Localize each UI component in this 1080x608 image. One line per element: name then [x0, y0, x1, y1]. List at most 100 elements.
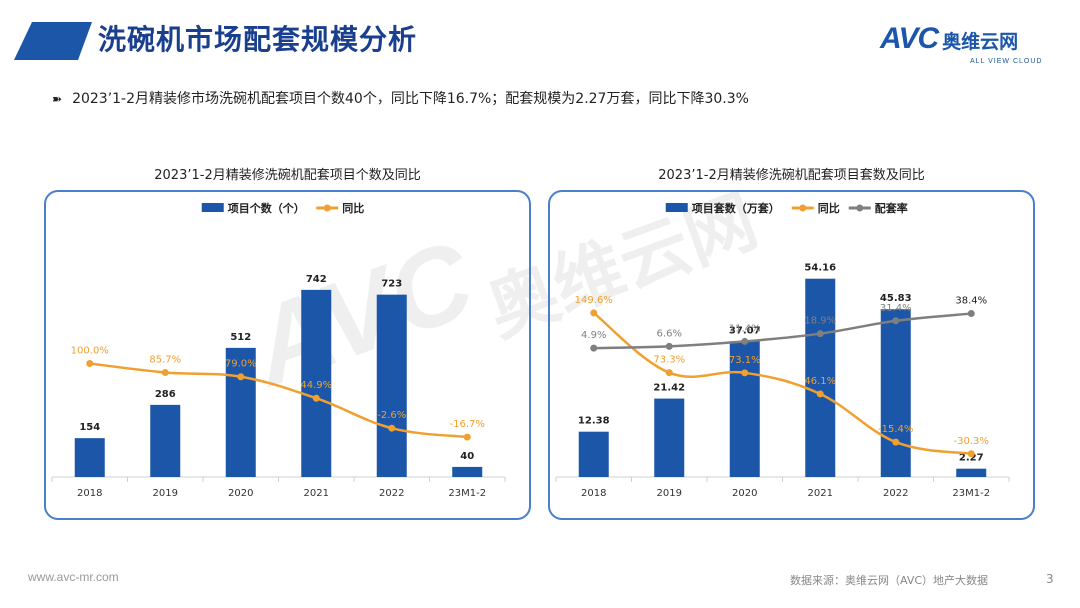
line-data-label: 73.3%	[653, 355, 685, 366]
x-tick-label: 2022	[379, 488, 404, 499]
line-point	[892, 317, 900, 325]
bar-data-label: 723	[381, 279, 402, 290]
bar	[729, 341, 760, 477]
bar-data-label: 45.83	[880, 293, 912, 304]
line-point	[892, 438, 900, 446]
legend-label: 同比	[342, 201, 364, 215]
x-tick-label: 2021	[808, 488, 833, 499]
bar-data-label: 12.38	[578, 416, 610, 427]
bar	[805, 278, 836, 477]
bar-data-label: 742	[306, 274, 327, 285]
brand-logo: AVC 奥维云网 ALL VIEW CLOUD	[880, 22, 1041, 65]
bar	[880, 309, 911, 477]
bar-data-label: 154	[79, 422, 100, 433]
line-data-label: 31.4%	[880, 303, 912, 314]
line-data-label: -16.7%	[450, 419, 485, 430]
bar-data-label: 37.07	[729, 325, 761, 336]
line-point	[967, 450, 975, 458]
chart1-svg: 项目个数（个） 同比 2018 2019 2020 2021 2022 23M1-2 154 28…	[51, 201, 506, 499]
bar-data-label: 54.16	[804, 263, 836, 274]
bar	[225, 347, 256, 477]
bar	[654, 398, 685, 477]
legend-line-marker	[856, 204, 864, 212]
footer-source: 数据来源：奥维云网（AVC）地产大数据	[790, 574, 989, 587]
chart2-svg: 项目套数（万套） 同比 配套率 2018 2019 2020 2021 2022 23M1-2 1…	[555, 201, 1010, 499]
logo-text: AVC	[880, 22, 939, 55]
line-point	[86, 360, 94, 367]
line-data-label: 4.9%	[581, 330, 606, 341]
line-point	[590, 344, 598, 352]
line-data-label: -2.6%	[377, 410, 406, 421]
line-data-label: 11.4%	[729, 323, 761, 334]
page-title: 洗碗机市场配套规模分析	[98, 23, 418, 56]
logo-subtitle: ALL VIEW CLOUD	[970, 58, 1043, 65]
line-data-label: 79.0%	[225, 359, 257, 370]
bar-data-label: 21.42	[653, 383, 685, 394]
line-data-label: 85.7%	[149, 355, 181, 366]
legend-label: 项目个数（个）	[228, 201, 305, 215]
bar	[74, 438, 105, 477]
legend-bar-swatch	[665, 203, 688, 212]
chart1-panel	[44, 190, 531, 520]
line-point	[665, 369, 673, 377]
legend-label: 项目套数（万套）	[692, 201, 780, 215]
x-tick-label: 2020	[228, 488, 253, 499]
logo-cn-text: 奥维云网	[942, 31, 1019, 53]
bar-data-label: 40	[460, 451, 474, 462]
x-tick-label: 2018	[77, 488, 102, 499]
x-tick-label: 23M1-2	[448, 488, 486, 499]
series-line	[593, 312, 972, 350]
bar-data-label: 286	[155, 389, 176, 400]
bar	[452, 466, 483, 477]
x-tick-label: 2021	[304, 488, 329, 499]
page-number: 3	[1046, 572, 1054, 586]
line-data-label: 6.6%	[657, 328, 682, 339]
legend-bar-swatch	[201, 203, 224, 212]
bar-data-label: 2.27	[959, 453, 984, 464]
x-tick-label: 2022	[883, 488, 908, 499]
line-data-label: 100.0%	[71, 346, 109, 357]
bar	[150, 404, 181, 477]
legend-label: 配套率	[875, 201, 908, 215]
bar	[376, 294, 407, 477]
line-point	[665, 342, 673, 350]
line-data-label: 18.9%	[804, 316, 836, 327]
line-point	[741, 337, 749, 345]
legend-line-marker	[323, 204, 331, 212]
line-point	[463, 433, 471, 441]
line-point	[741, 369, 749, 377]
x-tick-label: 23M1-2	[952, 488, 990, 499]
bar	[578, 431, 609, 477]
line-point	[237, 373, 245, 381]
bar	[956, 468, 987, 477]
line-point	[967, 310, 975, 318]
header-decoration	[14, 22, 92, 60]
legend-label: 同比	[818, 201, 840, 215]
chart1-title: 2023’1-2月精装修洗碗机配套项目个数及同比	[154, 168, 421, 183]
series-line	[89, 362, 468, 439]
x-tick-label: 2020	[732, 488, 757, 499]
chart2-title: 2023’1-2月精装修洗碗机配套项目套数及同比	[658, 168, 925, 183]
line-data-label: 44.9%	[300, 380, 332, 391]
line-data-label: 73.1%	[729, 355, 761, 366]
line-point	[816, 330, 824, 338]
line-data-label: 38.4%	[955, 296, 987, 307]
x-tick-label: 2019	[657, 488, 682, 499]
bar	[301, 289, 332, 477]
line-point	[312, 394, 320, 402]
line-data-label: -15.4%	[878, 424, 913, 435]
footer-url[interactable]: www.avc-mr.com	[28, 570, 119, 584]
line-point	[388, 424, 396, 432]
x-tick-label: 2018	[581, 488, 606, 499]
line-point	[161, 369, 169, 377]
line-data-label: 149.6%	[575, 295, 613, 306]
line-data-label: 46.1%	[804, 376, 836, 387]
summary-bullet: ➽ 2023’1-2月精装修市场洗碗机配套项目个数40个，同比下降16.7%；配套…	[52, 88, 749, 108]
chart2-panel	[548, 190, 1035, 520]
line-data-label: -30.3%	[954, 436, 989, 447]
line-point	[590, 309, 598, 317]
series-line	[592, 311, 972, 455]
bar-data-label: 512	[230, 332, 251, 343]
arrow-bullet-icon: ➽	[52, 92, 63, 106]
summary-text: 2023’1-2月精装修市场洗碗机配套项目个数40个，同比下降16.7%；配套规…	[72, 91, 749, 107]
